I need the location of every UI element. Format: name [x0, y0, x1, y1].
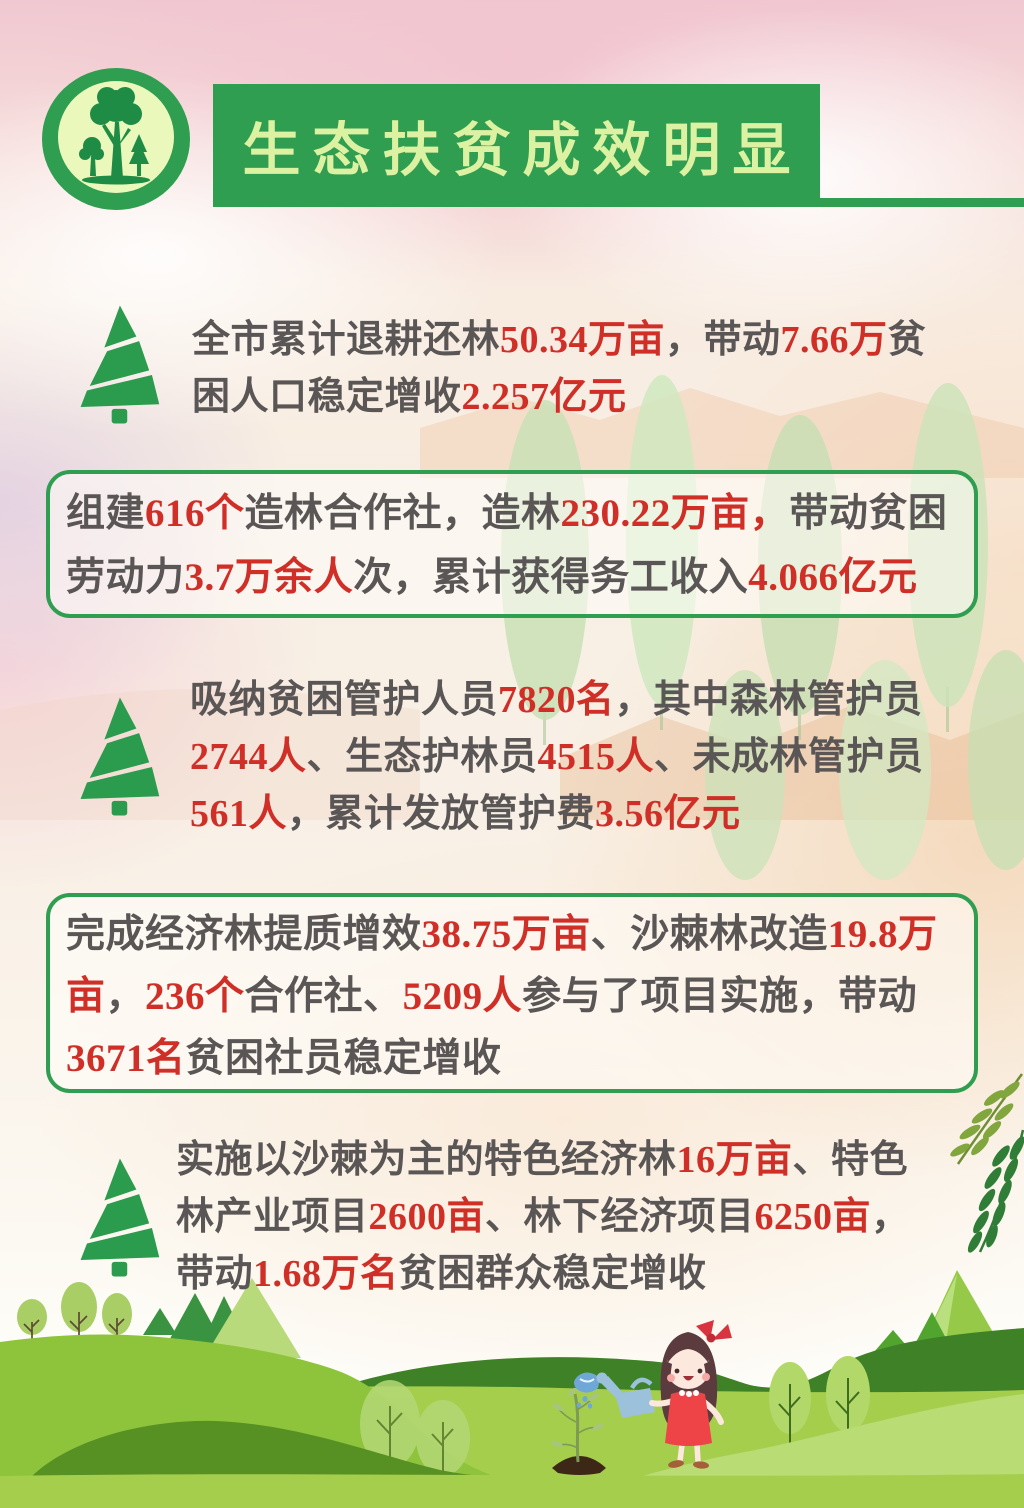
text-segment: 全市累计退耕还林	[192, 319, 501, 361]
highlight-number: 616个	[145, 492, 245, 535]
text-line: 劳动力3.7万余人次，累计获得务工收入4.066亿元	[66, 546, 974, 610]
highlight-number: 4.066亿元	[748, 556, 918, 599]
highlight-number: 亩	[66, 975, 106, 1018]
pine-tree-icon	[80, 305, 160, 424]
highlight-number: 16万亩	[676, 1139, 793, 1181]
pine-tree-icon	[80, 1158, 160, 1277]
highlight-number: 4515人	[537, 736, 655, 778]
text-segment: 造林合作社，造林	[244, 492, 561, 535]
highlight-number: 2744人	[190, 736, 307, 778]
girl-icon	[649, 1320, 732, 1469]
highlight-number: 236个	[145, 975, 245, 1018]
text-segment: 、未成林管护员	[654, 736, 924, 778]
stat-box-2: 完成经济林提质增效38.75万亩、沙棘林改造19.8万 亩，236个合作社、520…	[46, 893, 978, 1093]
text-segment: 林产业项目	[176, 1196, 369, 1238]
pine-tree-icon	[80, 697, 160, 816]
foreground-field	[0, 1474, 1024, 1508]
highlight-number: 3.56亿元	[595, 793, 741, 835]
text-line: 全市累计退耕还林50.34万亩，带动7.66万贫	[192, 312, 926, 369]
mountain-icons	[143, 1278, 301, 1358]
stat-box-2-text: 完成经济林提质增效38.75万亩、沙棘林改造19.8万 亩，236个合作社、520…	[50, 897, 974, 1090]
highlight-number: 38.75万亩	[421, 913, 591, 956]
girl-watering-illustration	[0, 1270, 1024, 1508]
text-segment: 贫	[887, 319, 927, 361]
title-banner: 生态扶贫成效明显	[213, 84, 820, 205]
text-segment: 、生态护林员	[306, 736, 538, 778]
highlight-number: 7820名	[498, 679, 615, 721]
text-line: 3671名贫困社员稳定增收	[66, 1028, 974, 1090]
stat-block-2: 吸纳贫困管护人员7820名，其中森林管护员 2744人、生态护林员4515人、未成…	[190, 672, 924, 843]
text-segment: 、沙棘林改造	[590, 913, 828, 956]
text-segment: 、林下经济项目	[485, 1196, 755, 1238]
highlight-number: 2600亩	[368, 1196, 486, 1238]
text-segment: 吸纳贫困管护人员	[190, 679, 499, 721]
highlight-number: 3671名	[66, 1037, 186, 1080]
watering-can-icon	[574, 1372, 655, 1418]
text-line: 亩，236个合作社、5209人参与了项目实施，带动	[66, 966, 974, 1028]
text-segment: 贫困社员稳定增收	[185, 1037, 502, 1080]
text-line: 完成经济林提质增效38.75万亩、沙棘林改造19.8万	[66, 904, 974, 966]
text-segment: ，其中森林管护员	[614, 679, 923, 721]
stat-block-1: 全市累计退耕还林50.34万亩，带动7.66万贫 困人口稳定增收2.257亿元	[192, 312, 926, 426]
sapling-icon	[551, 1386, 606, 1475]
stat-block-3: 实施以沙棘为主的特色经济林16万亩、特色 林产业项目2600亩、林下经济项目625…	[176, 1132, 910, 1303]
highlight-number: 6250亩	[754, 1196, 872, 1238]
text-line: 林产业项目2600亩、林下经济项目6250亩，	[176, 1189, 910, 1246]
highlight-number: 50.34万亩	[500, 319, 666, 361]
text-segment: ，累计发放管护费	[287, 793, 596, 835]
highlight-number: 5209人	[402, 975, 523, 1018]
text-line: 561人，累计发放管护费3.56亿元	[190, 786, 924, 843]
trees-badge-icon	[40, 66, 192, 214]
highlight-number: 7.66万	[780, 319, 888, 361]
text-segment: 困人口稳定增收	[192, 376, 462, 418]
text-segment: 完成经济林提质增效	[66, 913, 422, 956]
text-line: 组建616个造林合作社，造林230.22万亩，带动贫困	[66, 482, 974, 546]
text-segment: 贫困群众稳定增收	[398, 1253, 707, 1295]
text-line: 带动1.68万名贫困群众稳定增收	[176, 1246, 910, 1303]
text-segment: 组建	[66, 492, 146, 535]
text-segment: 、特色	[792, 1139, 909, 1181]
text-segment: ，	[871, 1196, 910, 1238]
highlight-number: 230.22万亩，	[560, 492, 790, 535]
highlight-number: 3.7万余人	[184, 556, 354, 599]
text-segment: 带动	[176, 1253, 254, 1295]
text-segment: 带动贫困	[789, 492, 948, 535]
stat-box-1: 组建616个造林合作社，造林230.22万亩，带动贫困 劳动力3.7万余人次，累计…	[46, 470, 978, 618]
stat-box-1-text: 组建616个造林合作社，造林230.22万亩，带动贫困 劳动力3.7万余人次，累计…	[50, 474, 974, 610]
round-tree-icon	[769, 1356, 870, 1452]
text-segment: ，	[105, 975, 146, 1018]
hanging-leaves-icon	[950, 1073, 1024, 1253]
highlight-number: 19.8万	[827, 913, 938, 956]
text-line: 吸纳贫困管护人员7820名，其中森林管护员	[190, 672, 924, 729]
page-title: 生态扶贫成效明显	[242, 117, 803, 183]
highlight-number: 1.68万名	[253, 1253, 399, 1295]
text-segment: ，带动	[665, 319, 781, 361]
text-segment: 实施以沙棘为主的特色经济林	[176, 1139, 677, 1181]
round-tree-icon	[17, 1282, 132, 1350]
text-segment: 合作社、	[244, 975, 403, 1018]
text-segment: 劳动力	[66, 556, 185, 599]
text-segment: 参与了项目实施，带动	[522, 975, 918, 1018]
text-line: 实施以沙棘为主的特色经济林16万亩、特色	[176, 1132, 910, 1189]
text-segment: 次，累计获得务工收入	[353, 556, 749, 599]
text-line: 2744人、生态护林员4515人、未成林管护员	[190, 729, 924, 786]
highlight-number: 2.257亿元	[461, 376, 627, 418]
round-tree-icon	[360, 1380, 470, 1476]
text-line: 困人口稳定增收2.257亿元	[192, 369, 926, 426]
highlight-number: 561人	[190, 793, 288, 835]
dark-mound	[30, 1420, 492, 1478]
